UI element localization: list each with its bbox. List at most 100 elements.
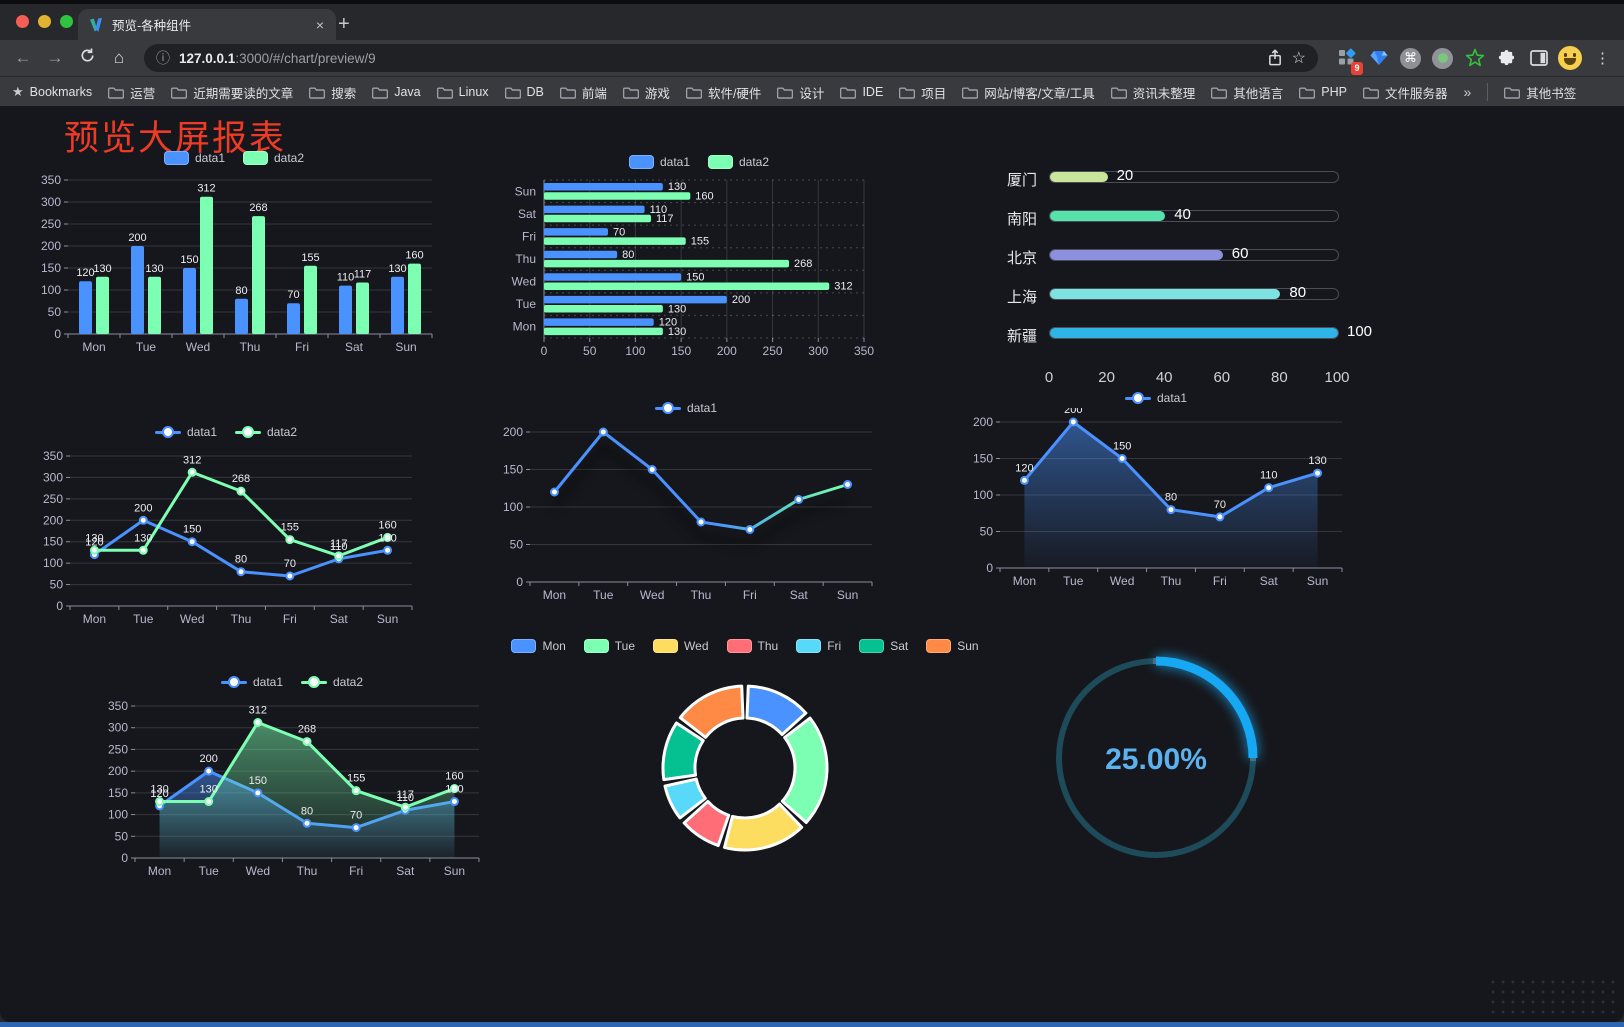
legend-item-Mon[interactable]: Mon [511,639,566,653]
legend-item-data1[interactable]: data1 [1124,391,1187,405]
reload-button[interactable] [72,47,102,69]
bookmark-folder[interactable]: 近期需要读的文章 [171,83,293,102]
folder-icon [504,86,521,99]
legend-item-data1[interactable]: data1 [628,155,690,169]
new-tab-button[interactable]: + [338,13,350,35]
side-panel-icon[interactable] [1526,46,1551,71]
svg-text:70: 70 [350,810,362,822]
folder-icon [1362,86,1379,99]
horizontal-bar-chart: data1 data2 0 50 100 150 200 250 300 350 Mon Tue Wed… [498,152,900,364]
page-content: 预览大屏报表 data1 data2 0 50 100 150 200 250 300 350 Mo… [0,106,1624,1022]
bookmark-folder[interactable]: 软件/硬件 [685,83,761,102]
legend-item-Wed[interactable]: Wed [653,639,709,653]
extension-command-icon[interactable]: ⌘ [1398,46,1423,71]
bookmark-folder[interactable]: 资讯未整理 [1110,83,1195,102]
home-button[interactable]: ⌂ [113,48,125,67]
bookmark-folder[interactable]: PHP [1299,85,1347,99]
legend-item-data2[interactable]: data2 [235,425,297,439]
bookmark-folder[interactable]: IDE [840,85,883,99]
browser-menu-icon[interactable]: ⋮ [1595,50,1610,67]
svg-text:Wed: Wed [180,612,204,626]
star-icon: ★ [12,84,24,99]
progress-row-北京: 北京 60 [993,238,1395,277]
progress-axis: 0 20 40 60 80 100 [1044,369,1350,386]
progress-value: 80 [1289,284,1307,301]
minimize-window-button[interactable] [38,15,51,28]
forward-button[interactable]: → [46,48,64,67]
bookmark-folder[interactable]: 网站/博客/文章/工具 [962,83,1095,102]
svg-text:160: 160 [405,250,423,262]
svg-text:Tue: Tue [199,864,220,878]
progress-fill [1050,172,1108,182]
profile-avatar[interactable] [1558,46,1582,70]
svg-text:0: 0 [541,344,548,358]
bookmarks-overflow-chevron[interactable]: » [1463,84,1472,100]
progress-value: 20 [1116,167,1134,184]
site-info-icon[interactable]: ⓘ [156,50,170,66]
legend-item-data1[interactable]: data1 [220,675,283,689]
bookmark-folder[interactable]: 文件服务器 [1362,83,1447,102]
back-button[interactable]: ← [14,48,32,67]
legend-item-data2[interactable]: data2 [243,151,304,165]
legend-item-Tue[interactable]: Tue [583,639,635,653]
extension-recorder-icon[interactable] [1430,46,1455,71]
legend-item-Sat[interactable]: Sat [859,639,908,653]
extension-gem-icon[interactable] [1366,46,1391,71]
chart-legend: data1 data2 [95,672,489,692]
svg-text:0: 0 [56,599,63,613]
svg-text:Sun: Sun [444,864,465,878]
svg-text:130: 130 [93,263,111,275]
extension-green-star-icon[interactable] [1462,46,1487,71]
bookmark-folder[interactable]: DB [504,85,544,99]
bookmarks-manager-item[interactable]: ★ Bookmarks [12,84,92,100]
svg-text:Sun: Sun [377,612,398,626]
other-bookmarks-folder[interactable]: 其他书签 [1504,83,1576,102]
legend-item-data2[interactable]: data2 [301,675,363,689]
progress-track [1049,171,1339,183]
legend-item-Sun[interactable]: Sun [926,639,979,653]
bookmark-star-icon[interactable]: ☆ [1291,50,1306,67]
legend-item-data1[interactable]: data1 [654,401,717,415]
url-text: 127.0.0.1:3000/#/chart/preview/9 [179,51,1258,66]
svg-text:80: 80 [235,285,247,297]
share-icon[interactable] [1267,49,1283,67]
extensions-row: 9 ⌘ ⋮ [1334,46,1616,75]
svg-text:150: 150 [108,786,128,800]
legend-item-data1[interactable]: data1 [154,425,217,439]
zoom-window-button[interactable] [60,15,73,28]
bookmark-folder[interactable]: 其他语言 [1211,83,1283,102]
bookmark-folder[interactable]: 搜索 [309,83,356,102]
area-line-canvas: 0 50 100 150 200 Mon Tue Wed Thu Fri Sat Sun 120 200 1… [973,408,1343,588]
folder-icon [1299,86,1316,99]
bookmark-folder[interactable]: 设计 [777,83,824,102]
legend-line-marker [1124,392,1151,404]
progress-track [1049,327,1339,339]
site-favicon-icon [88,17,104,33]
svg-text:130: 130 [668,303,686,315]
legend-item-data2[interactable]: data2 [708,155,769,169]
svg-text:312: 312 [183,454,201,466]
legend-item-data1[interactable]: data1 [163,151,225,165]
close-window-button[interactable] [16,15,29,28]
bookmark-folder[interactable]: 游戏 [622,83,670,102]
progress-fill [1050,289,1281,299]
svg-text:100: 100 [41,283,61,297]
tab-close-icon[interactable]: × [315,16,324,33]
bookmark-folder[interactable]: 前端 [559,83,607,102]
folder-icon [171,86,188,99]
legend-item-Thu[interactable]: Thu [726,639,778,653]
bookmark-folder[interactable]: 项目 [899,83,946,102]
address-bar[interactable]: ⓘ 127.0.0.1:3000/#/chart/preview/9 ☆ [144,44,1318,72]
legend-item-Fri[interactable]: Fri [796,639,841,653]
svg-text:50: 50 [115,829,129,843]
bookmark-folder[interactable]: Java [372,85,421,99]
progress-fill [1050,211,1166,221]
extension-grid-diamond-icon[interactable]: 9 [1334,46,1363,75]
folder-icon [108,86,125,99]
bookmark-folder[interactable]: Linux [436,85,489,99]
svg-text:0: 0 [54,327,61,341]
svg-text:130: 130 [150,784,168,796]
bookmark-folder[interactable]: 运营 [108,83,155,102]
extensions-puzzle-icon[interactable] [1494,46,1519,71]
browser-tab[interactable]: 预览-各种组件 × [78,9,336,40]
